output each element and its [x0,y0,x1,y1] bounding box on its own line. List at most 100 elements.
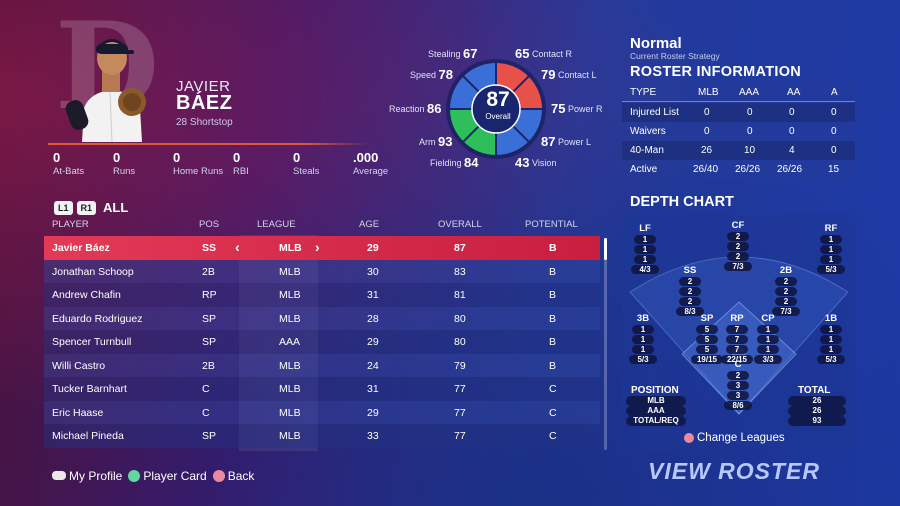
table-cell-age: 24 [367,359,379,372]
league-next-arrow-icon[interactable]: › [315,239,320,255]
depth-row-label: MLB [626,396,686,406]
table-cell-potential: B [549,265,557,278]
player-first-name: JAVIER [176,78,231,95]
roster-info-row: 40-Man 26 10 4 0 [622,141,855,160]
roster-info-title: ROSTER INFORMATION [630,64,802,80]
back-button[interactable]: Back [212,469,254,483]
table-cell-pos: RP [202,289,217,301]
player-card-button[interactable]: Player Card [128,469,207,483]
table-header: PLAYER POS LEAGUE AGE OVERALL POTENTIAL [52,219,578,230]
table-cell-overall: 80 [454,336,466,348]
table-cell-league: MLB [279,312,301,325]
depth-row-label: AAA [626,406,686,416]
table-cell-overall: 87 [454,242,466,254]
stat-average: .000 Average [353,150,389,177]
attribute-wheel [446,59,546,159]
table-cell-age: 29 [367,406,379,419]
footer-controls: My Profile Player Card Back [52,469,254,483]
attr-vision: 43 Vision [515,155,557,170]
table-cell-overall: 77 [454,406,466,419]
table-cell-pos: SP [202,336,217,348]
attr-reaction: Reaction 86 [389,101,442,116]
table-cell-pos: 2B [202,265,215,278]
player-last-name: BÁEZ [176,92,233,114]
table-cell-pos: C [202,383,210,395]
my-profile-button[interactable]: My Profile [52,469,122,483]
attr-stealing: Stealing 67 [428,46,478,61]
depth-pos-sp[interactable]: SP 5 5 5 19/15 [690,313,724,365]
table-cell-age: 31 [367,383,379,395]
attr-fielding: Fielding 84 [430,155,479,170]
attr-contact-r: 65 Contact R [515,46,573,61]
roster-info-table: TYPE MLB AAA AA A Injured List 0 0 0 0 Waivers 0 0… [622,83,855,179]
total-header: TOTAL [798,385,831,396]
table-row[interactable]: Spencer Turnbull SP AAA 29 80 B [44,330,600,354]
l1-button[interactable]: L1 [54,200,73,215]
table-row[interactable]: Michael Pineda SP MLB 33 77 C [44,424,600,448]
table-cell-pos: SS [202,242,217,254]
table-row[interactable]: Andrew Chafin RP MLB 31 81 B [44,283,600,307]
attr-power-l: 87 Power L [541,134,592,149]
league-filter-tabs[interactable]: L1 R1 ALL [54,200,128,215]
player-portrait [65,39,146,142]
table-cell-player: Andrew Chafin [52,289,121,301]
table-cell-overall: 83 [454,265,466,278]
table-cell-league: MLB [279,383,301,395]
change-leagues-button[interactable]: Change Leagues [684,432,785,444]
table-scrollbar[interactable] [604,238,607,450]
roster-strategy-label: Current Roster Strategy [630,51,720,61]
triangle-button-icon [128,470,141,482]
table-row[interactable]: Willi Castro 2B MLB 24 79 B [44,353,600,377]
player-info: 28 Shortstop [176,117,233,128]
table-cell-potential: B [549,359,557,372]
depth-pos-3b[interactable]: 3B 1 1 1 5/3 [628,313,658,365]
table-cell-pos: 2B [202,359,215,372]
depth-pos-cf[interactable]: CF 2 2 2 7/3 [723,220,753,272]
touchpad-icon [52,471,66,480]
attr-power-r: 75 Power R [551,101,603,116]
depth-pos-rf[interactable]: RF 1 1 1 5/3 [816,223,846,275]
table-cell-potential: C [549,406,557,419]
overall-value: 87 [486,88,510,111]
table-cell-player: Jonathan Schoop [52,265,134,278]
table-cell-player: Javier Báez [52,242,110,254]
table-cell-potential: B [549,242,557,254]
depth-pos-cp[interactable]: CP 1 1 1 3/3 [753,313,783,365]
table-row[interactable]: Eric Haase C MLB 29 77 C [44,400,600,424]
table-cell-league: MLB [279,289,301,301]
depth-pos-1b[interactable]: 1B 1 1 1 5/3 [816,313,846,365]
circle-button-icon [212,470,225,482]
table-cell-league: MLB [279,265,301,278]
roster-strategy[interactable]: Normal [630,35,682,52]
stat-rbi: 0 RBI [233,150,249,177]
depth-chart-title: DEPTH CHART [630,194,734,210]
table-row[interactable]: Jonathan Schoop 2B MLB 30 83 B [44,259,600,283]
table-cell-age: 33 [367,430,379,442]
table-row[interactable]: Javier Báez SS MLB 29 87 B ‹ › [44,236,600,260]
r1-button[interactable]: R1 [76,200,97,215]
depth-row-total: 93 [788,416,846,426]
table-row[interactable]: Tucker Barnhart C MLB 31 77 C [44,377,600,401]
depth-pos-rp[interactable]: RP 7 7 7 22/15 [720,313,754,365]
table-cell-potential: B [549,312,557,325]
table-cell-player: Eric Haase [52,406,104,419]
table-cell-overall: 81 [454,289,466,301]
attr-contact-l: 79 Contact L [541,67,597,82]
table-cell-potential: C [549,430,557,442]
table-cell-league: MLB [279,406,301,419]
position-header: POSITION [631,385,679,396]
stat-runs: 0 Runs [113,150,136,177]
table-cell-pos: C [202,406,210,419]
table-cell-league: MLB [279,242,302,254]
table-cell-overall: 77 [454,383,466,395]
depth-pos-c[interactable]: C 2 3 3 8/6 [723,359,753,411]
roster-info-header: TYPE MLB AAA AA A [630,87,838,98]
table-row[interactable]: Eduardo Rodriguez SP MLB 28 80 B [44,306,600,330]
table-cell-age: 29 [367,242,379,254]
depth-pos-ss[interactable]: SS 2 2 2 8/3 [675,265,705,317]
table-cell-player: Tucker Barnhart [52,383,127,395]
depth-pos-lf[interactable]: LF 1 1 1 4/3 [630,223,660,275]
league-prev-arrow-icon[interactable]: ‹ [235,239,240,255]
table-cell-potential: B [549,289,557,301]
depth-pos-2b[interactable]: 2B 2 2 2 7/3 [771,265,801,317]
